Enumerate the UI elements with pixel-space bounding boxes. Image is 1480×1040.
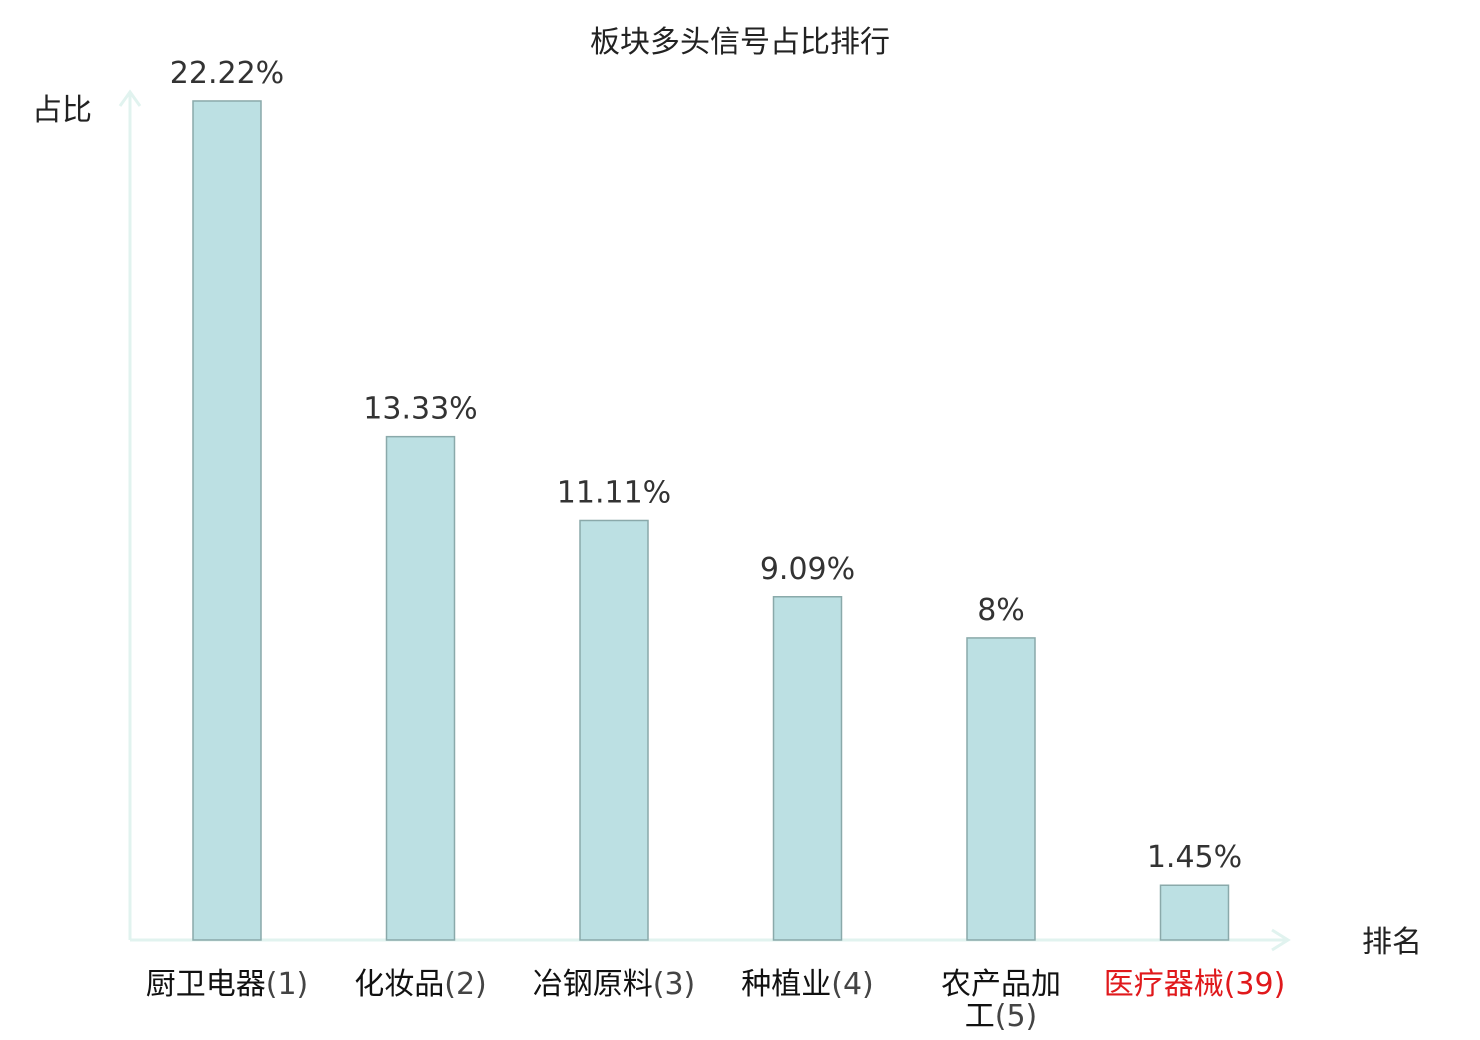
chart-title: 板块多头信号占比排行: [590, 25, 890, 60]
x-axis: [130, 928, 1291, 952]
category-label: 冶钢原料(3): [533, 967, 696, 1002]
bar: [579, 519, 649, 941]
bar: [772, 596, 843, 941]
category-label: 化妆品(2): [354, 967, 487, 1002]
value-label: 9.09%: [760, 552, 855, 587]
category-label: 医疗器械(39): [1104, 967, 1286, 1002]
category-rank: (4): [831, 967, 874, 1002]
bar: [385, 435, 456, 941]
bar: [1159, 884, 1230, 941]
y-axis: [118, 89, 142, 940]
category-name: 冶钢原料: [533, 967, 653, 1002]
category-name: 医疗器械: [1104, 967, 1224, 1002]
value-label: 13.33%: [363, 392, 477, 427]
value-label: 8%: [977, 593, 1025, 628]
category-label-line2: 工(5): [965, 999, 1038, 1034]
category-rank: (1): [266, 967, 309, 1002]
category-name-cont: 工: [965, 999, 995, 1034]
category-rank: (5): [995, 999, 1038, 1034]
bar: [966, 637, 1036, 941]
bar: [192, 100, 262, 941]
value-label: 1.45%: [1147, 840, 1242, 875]
category-label: 厨卫电器(1): [146, 967, 309, 1002]
value-labels-group: 22.22% 13.33% 11.11% 9.09% 8% 1.45%: [170, 56, 1242, 875]
category-labels-group: 厨卫电器(1) 化妆品(2) 冶钢原料(3) 种植业(4) 农产品加工(5)医疗器械(3…: [146, 967, 1286, 1034]
category-rank: (39): [1224, 967, 1286, 1002]
value-label: 22.22%: [170, 56, 284, 91]
bars-group: [192, 100, 1230, 941]
x-axis-label: 排名: [1362, 925, 1422, 960]
category-name: 厨卫电器: [146, 967, 266, 1002]
category-rank: (2): [444, 967, 487, 1002]
category-label: 农产品加: [941, 967, 1061, 1002]
category-name: 种植业: [741, 967, 831, 1002]
category-name: 农产品加: [941, 967, 1061, 1002]
category-name: 化妆品: [354, 967, 444, 1002]
value-label: 11.11%: [557, 475, 671, 510]
y-axis-label: 占比: [32, 93, 92, 128]
category-rank: (3): [653, 967, 696, 1002]
category-label: 种植业(4): [741, 967, 874, 1002]
